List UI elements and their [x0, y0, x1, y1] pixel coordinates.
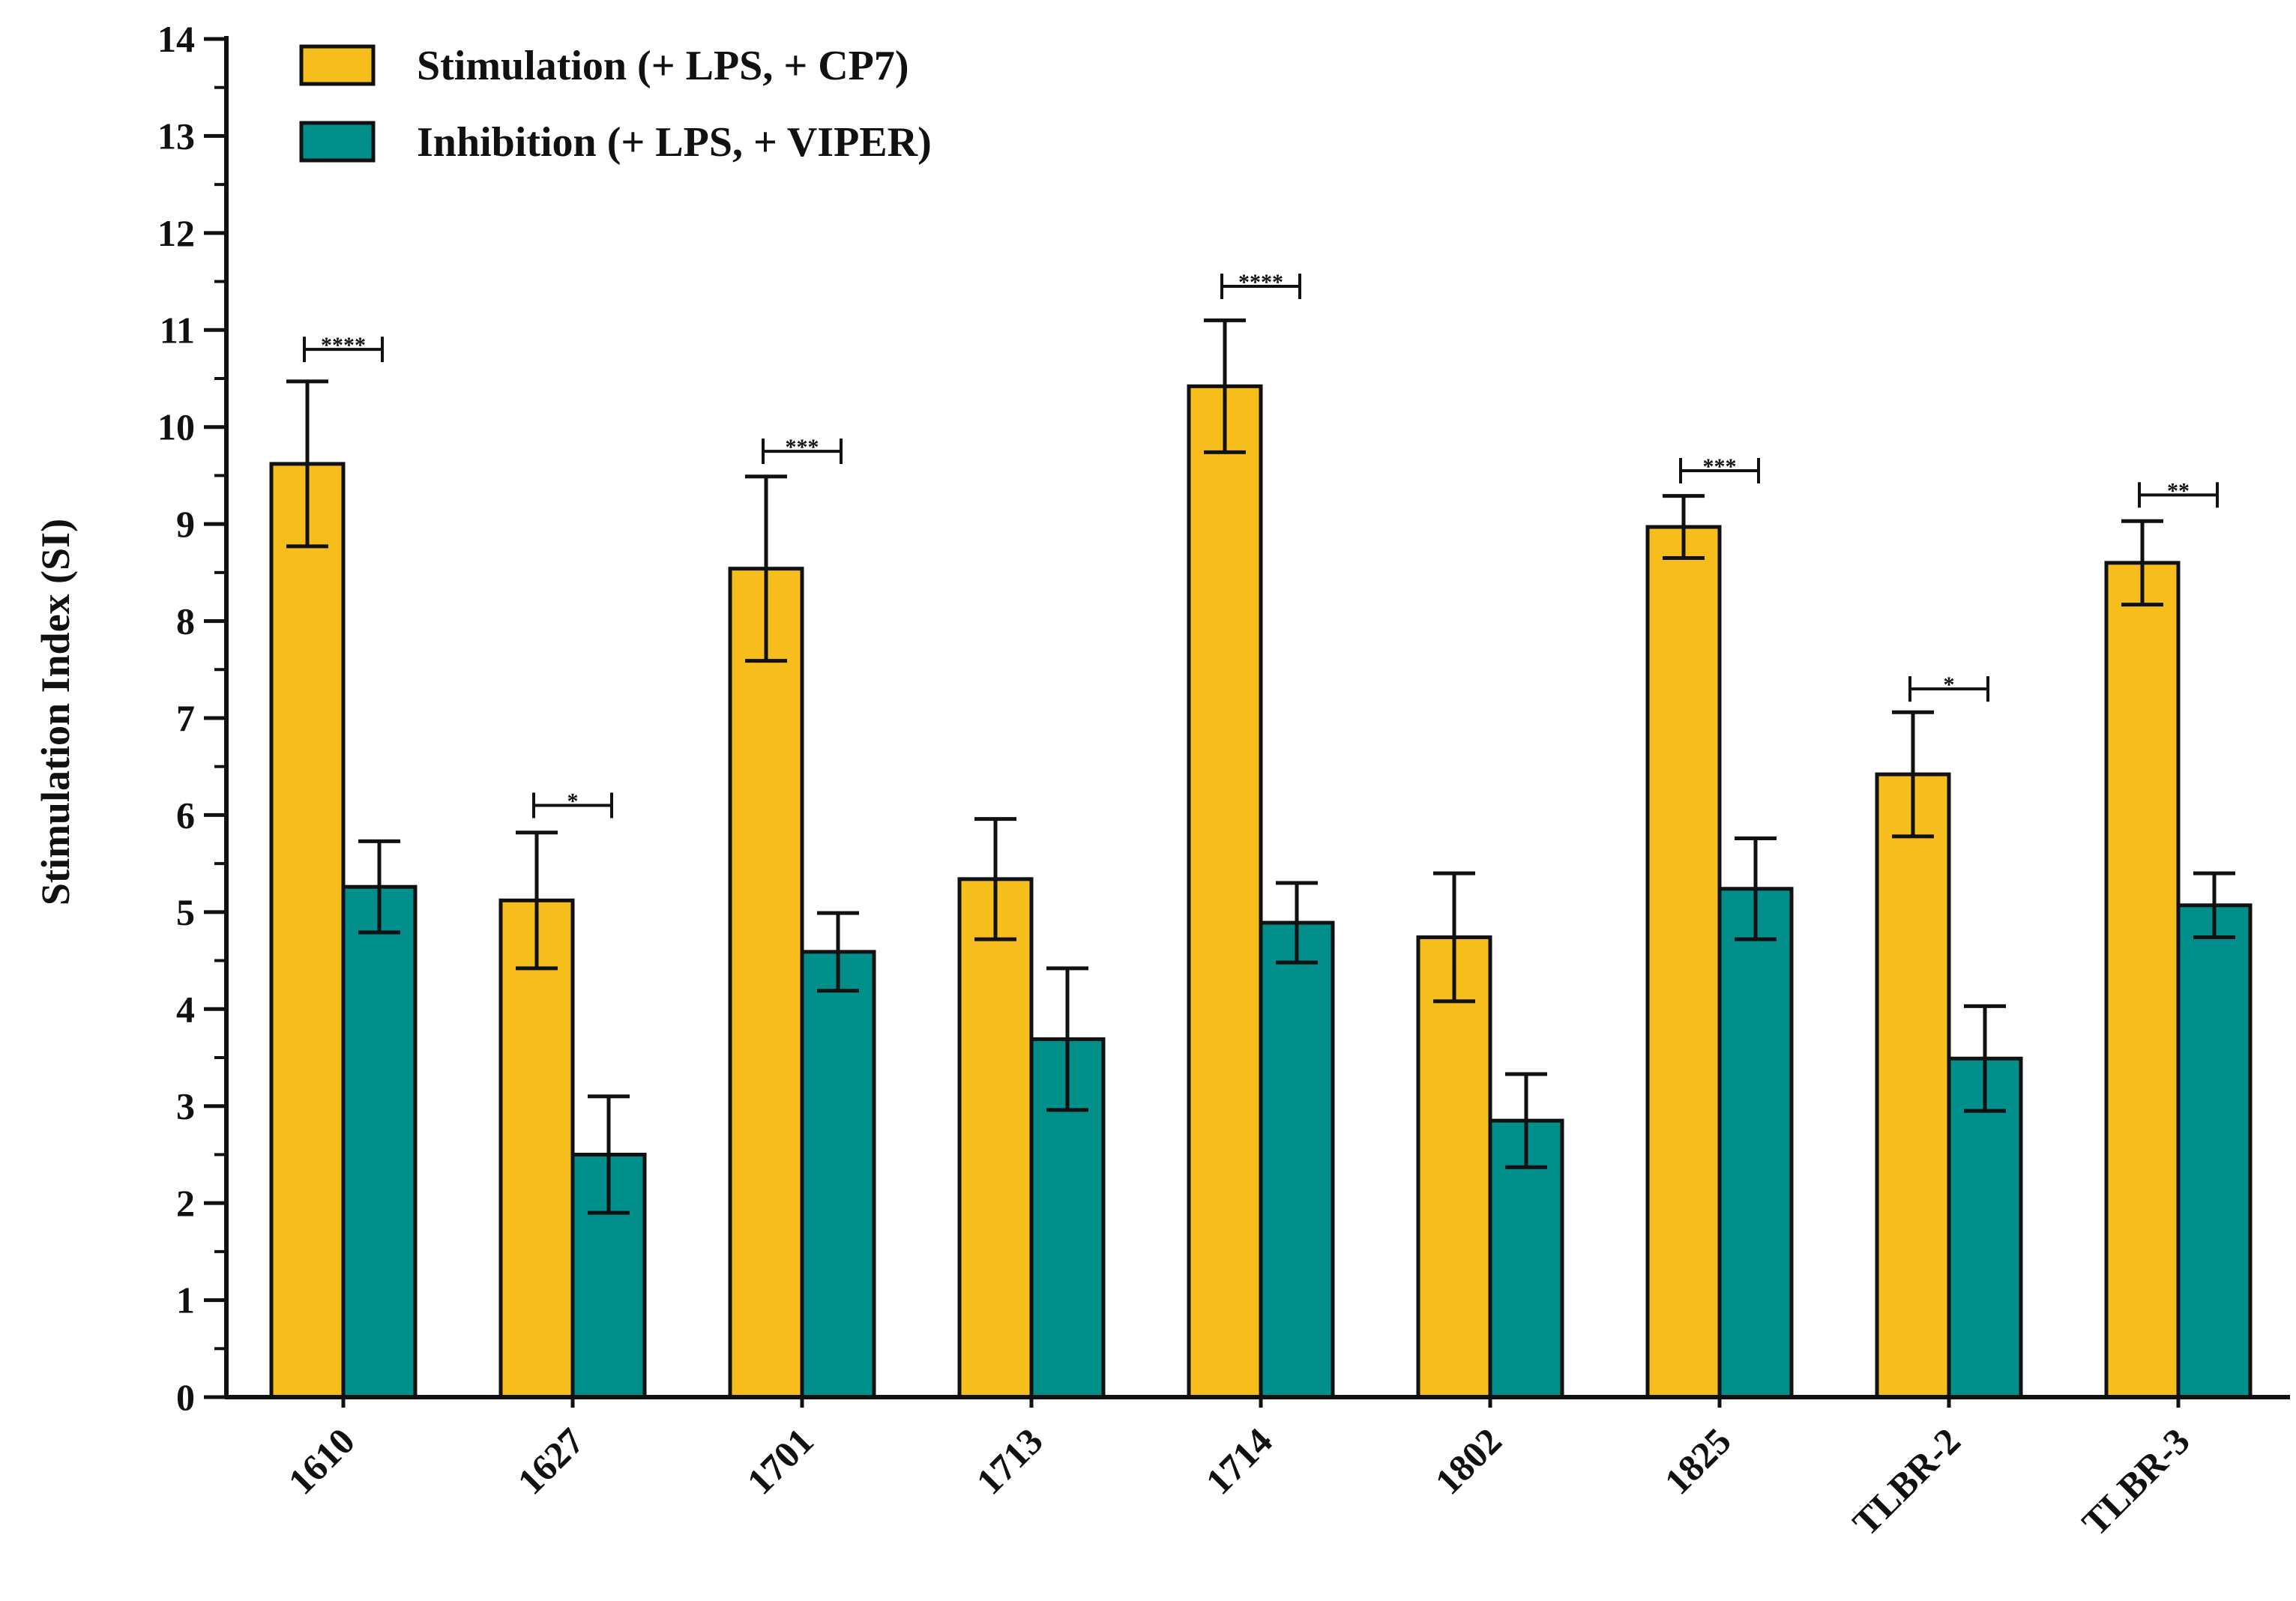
- x-tick-label-1701: 1701: [738, 1420, 821, 1502]
- error-bar-stimulation-1825: [1663, 494, 1705, 560]
- y-tick-label-1: 1: [176, 1279, 195, 1321]
- error-bar-stimulation-1714: [1204, 318, 1246, 454]
- significance-bracket-TLBR-2: *: [1908, 672, 1989, 702]
- legend-swatch-stimulation: [299, 44, 376, 86]
- y-axis-label: Stimulation Index (SI): [33, 519, 78, 905]
- error-bar-stimulation-1627: [516, 830, 558, 971]
- y-tick-label-3: 3: [176, 1085, 195, 1127]
- y-tick-label-2: 2: [176, 1182, 195, 1224]
- error-bar-inhibition-1802: [1505, 1072, 1547, 1169]
- bar-stimulation-1802: [1416, 935, 1492, 1399]
- significance-label-1714: ****: [1238, 270, 1283, 295]
- significance-label-TLBR-2: *: [1944, 672, 1955, 697]
- x-tick-label-TLBR-3: TLBR-3: [2073, 1420, 2197, 1543]
- significance-bracket-1627: *: [532, 789, 613, 818]
- significance-label-1610: ****: [321, 333, 366, 358]
- x-tick-label-1825: 1825: [1656, 1420, 1738, 1502]
- y-tick-label-10: 10: [157, 406, 195, 448]
- error-bar-inhibition-1610: [358, 839, 400, 935]
- x-tick-label-1627: 1627: [509, 1420, 591, 1502]
- error-bar-inhibition-TLBR-2: [1964, 1004, 2006, 1113]
- y-tick-label-13: 13: [157, 115, 195, 157]
- error-bar-inhibition-1713: [1046, 966, 1088, 1112]
- y-tick-label-6: 6: [176, 794, 195, 836]
- y-tick-label-5: 5: [176, 891, 195, 933]
- bar-stimulation-TLBR-2: [1875, 772, 1951, 1399]
- significance-bracket-1701: ***: [762, 435, 843, 465]
- legend-swatch-inhibition: [299, 121, 376, 163]
- x-tick-label-TLBR-2: TLBR-2: [1844, 1420, 1968, 1543]
- x-tick-label-1714: 1714: [1197, 1420, 1280, 1502]
- y-tick-label-7: 7: [176, 697, 195, 739]
- x-tick-label-1610: 1610: [280, 1420, 362, 1502]
- bar-stimulation-1713: [957, 877, 1034, 1399]
- x-tick-label-1713: 1713: [968, 1420, 1050, 1502]
- y-tick-label-12: 12: [157, 212, 195, 254]
- y-tick-label-4: 4: [176, 988, 195, 1030]
- bar-inhibition-TLBR-3: [2176, 903, 2253, 1399]
- bar-stimulation-1714: [1187, 384, 1263, 1399]
- error-bar-stimulation-TLBR-2: [1892, 710, 1934, 839]
- significance-bracket-1610: ****: [303, 333, 384, 363]
- error-bar-inhibition-TLBR-3: [2193, 871, 2235, 940]
- legend: Stimulation (+ LPS, + CP7) Inhibition (+…: [299, 43, 932, 166]
- y-tick-label-9: 9: [176, 503, 195, 545]
- significance-bracket-1714: ****: [1220, 270, 1301, 300]
- y-tick-label-0: 0: [176, 1376, 195, 1418]
- error-bar-inhibition-1714: [1276, 881, 1318, 965]
- error-bar-inhibition-1701: [817, 911, 859, 993]
- y-tick-label-11: 11: [160, 309, 195, 351]
- legend-label-inhibition: Inhibition (+ LPS, + VIPER): [417, 119, 932, 166]
- bar-stimulation-1825: [1645, 525, 1722, 1399]
- legend-label-stimulation: Stimulation (+ LPS, + CP7): [417, 43, 909, 89]
- bar-inhibition-1610: [341, 884, 418, 1399]
- x-tick-label-1802: 1802: [1426, 1420, 1509, 1502]
- bar-stimulation-1701: [728, 567, 804, 1399]
- bar-stimulation-1627: [498, 898, 575, 1399]
- y-tick-label-14: 14: [157, 18, 195, 60]
- bar-stimulation-TLBR-3: [2104, 561, 2181, 1399]
- bar-inhibition-1825: [1717, 887, 1794, 1399]
- error-bar-stimulation-1610: [286, 379, 328, 549]
- error-bar-stimulation-TLBR-3: [2121, 519, 2163, 607]
- significance-bracket-TLBR-3: **: [2138, 478, 2219, 508]
- error-bar-inhibition-1825: [1735, 836, 1777, 941]
- error-bar-stimulation-1802: [1433, 871, 1475, 1004]
- bar-stimulation-1610: [269, 462, 346, 1399]
- bar-inhibition-TLBR-2: [1947, 1056, 2023, 1399]
- error-bar-inhibition-1627: [588, 1094, 630, 1215]
- significance-label-1701: ***: [786, 435, 819, 459]
- significance-label-1627: *: [567, 789, 579, 813]
- significance-label-TLBR-3: **: [2167, 478, 2190, 503]
- bar-inhibition-1714: [1259, 920, 1335, 1399]
- bar-inhibition-1701: [800, 950, 876, 1399]
- error-bar-stimulation-1701: [745, 474, 787, 663]
- error-bar-stimulation-1713: [974, 817, 1016, 941]
- significance-bracket-1825: ***: [1679, 454, 1760, 483]
- significance-label-1825: ***: [1703, 454, 1737, 479]
- y-tick-label-8: 8: [176, 600, 195, 642]
